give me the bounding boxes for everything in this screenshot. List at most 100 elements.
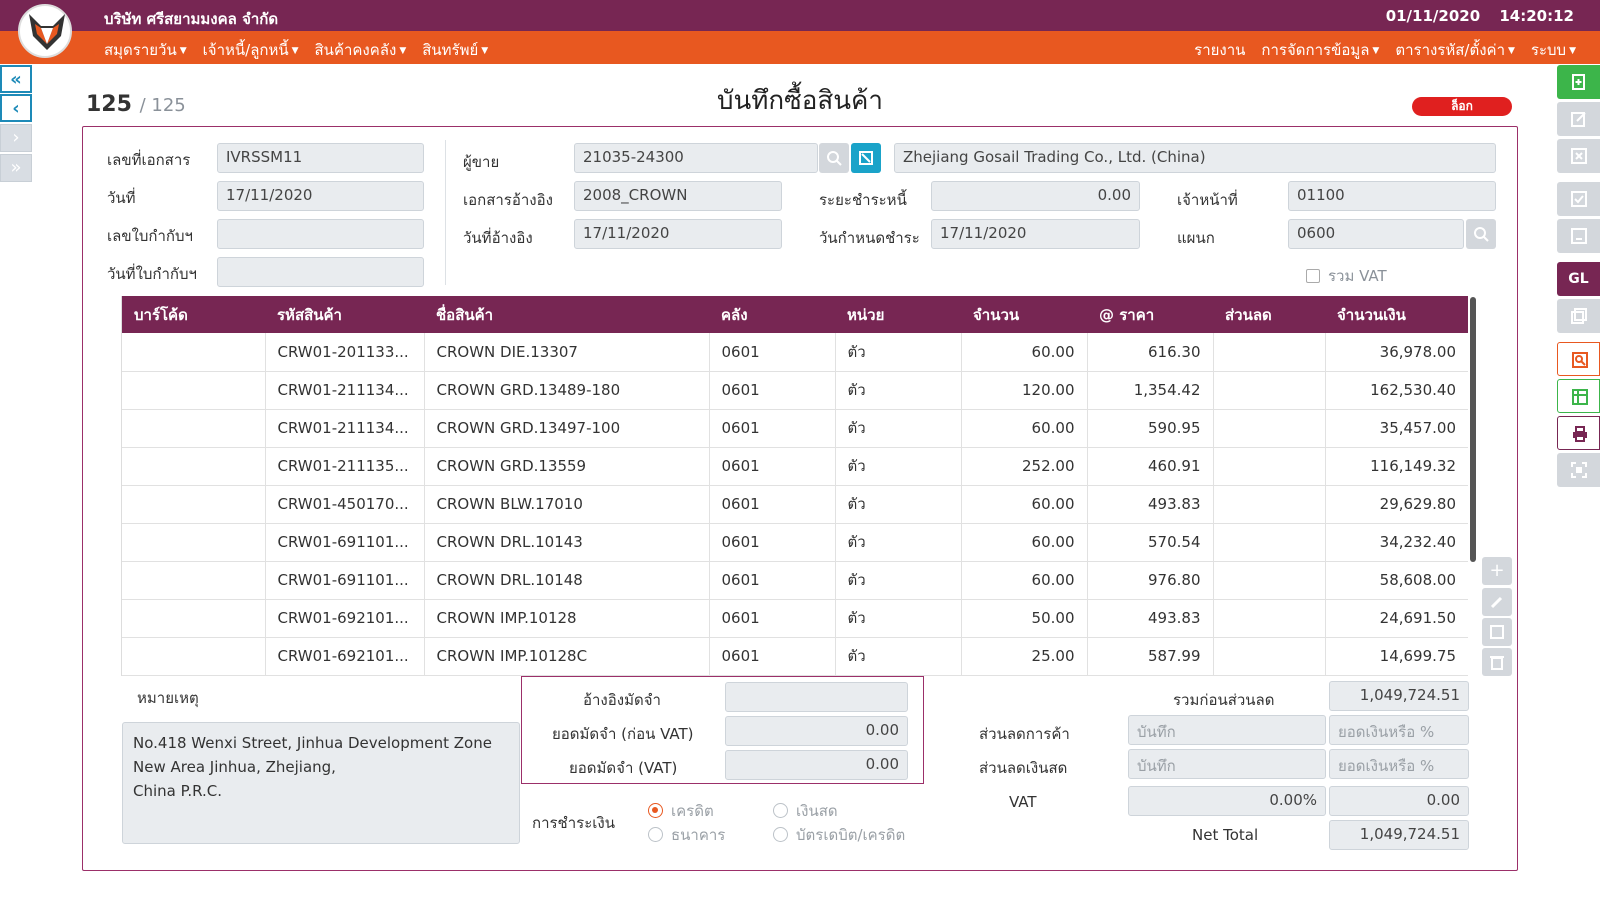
cell-quantity[interactable]: 60.00 [961, 333, 1088, 372]
table-row[interactable]: CRW01-211134... CROWN GRD.13497-100 0601 ตั… [122, 409, 1468, 448]
cell-price[interactable]: 590.95 [1087, 409, 1214, 448]
menu-journal[interactable]: สมุดรายวัน ▼ [104, 41, 187, 59]
col-product-name[interactable]: ชื่อสินค้า [424, 296, 709, 333]
cell-quantity[interactable]: 60.00 [961, 523, 1088, 562]
tax-invoice-field[interactable] [217, 219, 424, 249]
deposit-vat-field[interactable]: 0.00 [725, 750, 908, 780]
approve-document-button[interactable] [1557, 182, 1600, 216]
cell-warehouse[interactable]: 0601 [709, 599, 836, 638]
prev-record-button[interactable]: ‹ [0, 94, 32, 122]
cell-barcode[interactable] [122, 409, 266, 448]
payment-credit-radio[interactable]: เครดิต [648, 799, 714, 823]
cell-product-name[interactable]: CROWN DRL.10143 [424, 523, 710, 562]
cell-barcode[interactable] [122, 447, 266, 486]
cell-product-code[interactable]: CRW01-691101... [265, 523, 425, 562]
cell-barcode[interactable] [122, 523, 266, 562]
col-quantity[interactable]: จำนวน [961, 296, 1087, 333]
tax-invoice-date-field[interactable] [217, 257, 424, 287]
date-field[interactable]: 17/11/2020 [217, 181, 424, 211]
col-product-code[interactable]: รหัสสินค้า [265, 296, 424, 333]
credit-term-field[interactable]: 0.00 [931, 181, 1140, 211]
deposit-ref-field[interactable] [725, 682, 908, 712]
cell-product-code[interactable]: CRW01-211134... [265, 371, 425, 410]
cell-barcode[interactable] [122, 561, 266, 600]
edit-document-button[interactable] [1557, 102, 1600, 136]
col-discount[interactable]: ส่วนลด [1213, 296, 1325, 333]
cell-product-name[interactable]: CROWN GRD.13489-180 [424, 371, 710, 410]
cell-amount[interactable]: 29,629.80 [1325, 485, 1468, 524]
cell-product-name[interactable]: CROWN IMP.10128C [424, 637, 710, 676]
col-barcode[interactable]: บาร์โค้ด [122, 296, 265, 333]
cell-product-name[interactable]: CROWN DIE.13307 [424, 333, 710, 372]
copy-document-button[interactable] [1557, 299, 1600, 333]
cell-product-code[interactable]: CRW01-692101... [265, 637, 425, 676]
cash-discount-amount-input[interactable]: ยอดเงินหรือ % [1329, 749, 1469, 779]
vendor-search-button[interactable] [819, 143, 849, 173]
cell-barcode[interactable] [122, 637, 266, 676]
payment-bank-radio[interactable]: ธนาคาร [648, 823, 725, 847]
cell-amount[interactable]: 24,691.50 [1325, 599, 1468, 638]
vendor-code-field[interactable]: 21035-24300 [574, 143, 818, 173]
cell-amount[interactable]: 162,530.40 [1325, 371, 1468, 410]
cell-price[interactable]: 616.30 [1087, 333, 1214, 372]
scan-button[interactable] [1557, 453, 1600, 487]
cell-amount[interactable]: 34,232.40 [1325, 523, 1468, 562]
table-row[interactable]: CRW01-691101... CROWN DRL.10143 0601 ตัว 60.… [122, 523, 1468, 562]
table-row[interactable]: CRW01-691101... CROWN DRL.10148 0601 ตัว 60.… [122, 561, 1468, 600]
menu-ap-ar[interactable]: เจ้าหนี้/ลูกหนี้ ▼ [202, 41, 299, 59]
cell-barcode[interactable] [122, 333, 266, 372]
cell-price[interactable]: 587.99 [1087, 637, 1214, 676]
trade-discount-input[interactable]: บันทึก [1128, 715, 1326, 745]
cell-warehouse[interactable]: 0601 [709, 333, 836, 372]
col-amount[interactable]: จำนวนเงิน [1325, 296, 1468, 333]
cell-product-code[interactable]: CRW01-691101... [265, 561, 425, 600]
department-field[interactable]: 0600 [1288, 219, 1464, 249]
table-row[interactable]: CRW01-201133... CROWN DIE.13307 0601 ตัว 60.… [122, 333, 1468, 372]
spreadsheet-button[interactable] [1557, 379, 1600, 413]
cell-product-code[interactable]: CRW01-211135... [265, 447, 425, 486]
cell-unit[interactable]: ตัว [835, 599, 962, 638]
table-row[interactable]: CRW01-211134... CROWN GRD.13489-180 0601 ตั… [122, 371, 1468, 410]
vat-included-checkbox[interactable]: รวม VAT [1306, 264, 1387, 288]
cell-quantity[interactable]: 120.00 [961, 371, 1088, 410]
cell-warehouse[interactable]: 0601 [709, 523, 836, 562]
menu-data-management[interactable]: การจัดการข้อมูล ▼ [1261, 41, 1380, 59]
cash-discount-input[interactable]: บันทึก [1128, 749, 1326, 779]
cell-warehouse[interactable]: 0601 [709, 409, 836, 448]
cell-warehouse[interactable]: 0601 [709, 371, 836, 410]
cell-unit[interactable]: ตัว [835, 637, 962, 676]
col-warehouse[interactable]: คลัง [709, 296, 835, 333]
cell-price[interactable]: 976.80 [1087, 561, 1214, 600]
cell-discount[interactable] [1213, 333, 1326, 372]
cell-discount[interactable] [1213, 523, 1326, 562]
menu-system[interactable]: ระบบ ▼ [1530, 41, 1576, 59]
fox-logo[interactable] [18, 4, 72, 58]
expand-row-button[interactable] [1482, 618, 1512, 646]
menu-inventory[interactable]: สินค้าคงคลัง ▼ [314, 41, 407, 59]
payment-cash-radio[interactable]: เงินสด [773, 799, 838, 823]
trade-discount-amount-input[interactable]: ยอดเงินหรือ % [1329, 715, 1469, 745]
doc-no-field[interactable]: IVRSSM11 [217, 143, 424, 173]
cell-discount[interactable] [1213, 485, 1326, 524]
cell-product-code[interactable]: CRW01-450170... [265, 485, 425, 524]
gl-button[interactable]: GL [1557, 262, 1600, 296]
cell-unit[interactable]: ตัว [835, 523, 962, 562]
cell-product-name[interactable]: CROWN BLW.17010 [424, 485, 710, 524]
cell-barcode[interactable] [122, 599, 266, 638]
table-row[interactable]: CRW01-450170... CROWN BLW.17010 0601 ตัว 60.… [122, 485, 1468, 524]
first-record-button[interactable]: « [0, 65, 32, 93]
cell-warehouse[interactable]: 0601 [709, 447, 836, 486]
cell-quantity[interactable]: 252.00 [961, 447, 1088, 486]
cell-amount[interactable]: 14,699.75 [1325, 637, 1468, 676]
cell-discount[interactable] [1213, 637, 1326, 676]
cell-price[interactable]: 1,354.42 [1087, 371, 1214, 410]
cell-unit[interactable]: ตัว [835, 447, 962, 486]
ref-doc-field[interactable]: 2008_CROWN [574, 181, 782, 211]
cell-quantity[interactable]: 60.00 [961, 485, 1088, 524]
department-search-button[interactable] [1466, 219, 1496, 249]
cell-product-name[interactable]: CROWN GRD.13559 [424, 447, 710, 486]
table-scrollbar[interactable] [1470, 297, 1476, 562]
cell-unit[interactable]: ตัว [835, 333, 962, 372]
last-record-button[interactable]: » [0, 154, 32, 182]
cell-product-code[interactable]: CRW01-692101... [265, 599, 425, 638]
